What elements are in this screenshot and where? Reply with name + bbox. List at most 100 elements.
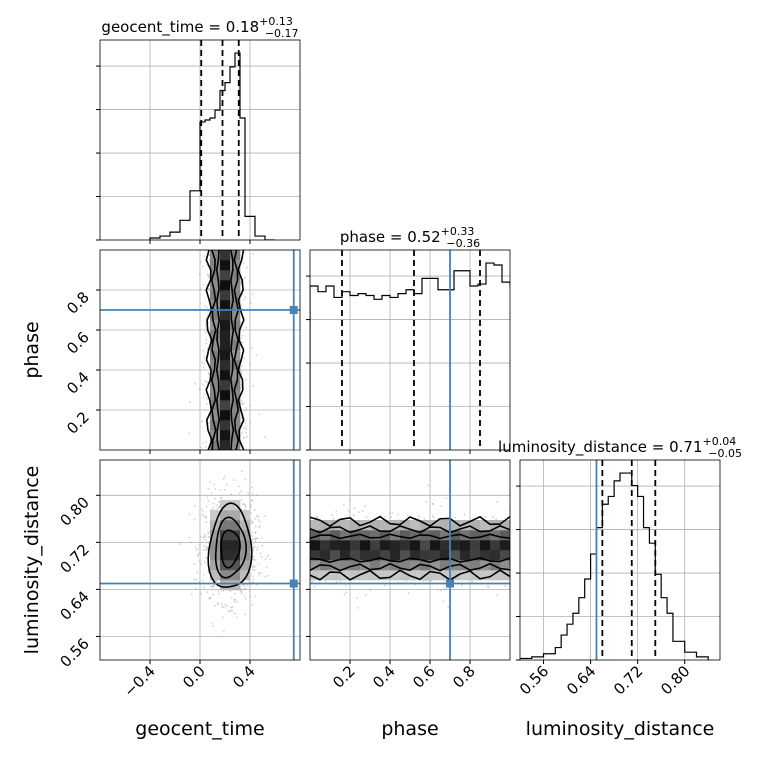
density-cell-p3-11-11 [420, 540, 431, 551]
scatter-point-p2-327 [222, 630, 225, 633]
density-cell-p3-5-8 [360, 570, 371, 581]
scatter-point-p2-870 [202, 573, 205, 576]
density-cell-p3-10-8 [410, 570, 421, 581]
scatter-point-p3-320 [422, 580, 425, 582]
density-cell-p1-12-2 [220, 420, 231, 431]
density-cell-p1-12-0 [220, 440, 231, 450]
scatter-point-p2-846 [205, 548, 207, 551]
scatter-point-p2-697 [250, 506, 252, 508]
ticks-phase-hist [306, 275, 471, 454]
scatter-point-p2-715 [240, 592, 243, 595]
density-cell-p2-12-14 [220, 510, 231, 521]
scatter-point-p3-94 [432, 515, 434, 517]
scatter-point-p2-511 [255, 537, 258, 540]
scatter-point-p1-708 [249, 404, 251, 407]
density-cell-p3-17-11 [480, 540, 491, 551]
density-cell-p3-4-11 [350, 540, 361, 551]
density-cell-p3-0-9 [310, 560, 321, 571]
scatter-point-p2-714 [233, 599, 236, 601]
scatter-point-p1-159 [250, 346, 253, 349]
scatter-point-p1-365 [203, 356, 206, 359]
scatter-point-p2-882 [256, 494, 258, 496]
scatter-point-p2-412 [252, 568, 255, 571]
scatter-point-p3-883 [443, 588, 445, 590]
scatter-point-p2-145 [240, 589, 242, 592]
density-cell-p3-5-11 [360, 540, 371, 551]
contour-p1-2-0 [215, 250, 221, 450]
scatter-point-p2-860 [254, 538, 256, 541]
density-cell-p3-0-13 [310, 520, 321, 531]
tick-label-x-luminosity-distance-0: 0.56 [516, 662, 552, 698]
scatter-point-p1-506 [206, 273, 209, 276]
scatter-point-p2-674 [259, 552, 262, 555]
scatter-point-p3-638 [331, 513, 333, 516]
scatter-point-p1-34 [245, 431, 248, 434]
density-cell-p3-9-12 [400, 530, 411, 541]
scatter-point-p1-332 [241, 334, 244, 337]
scatter-point-p2-890 [204, 535, 207, 538]
histogram-geocent-time [149, 52, 275, 240]
scatter-point-p2-341 [252, 538, 254, 541]
contour-p3-1-0 [310, 562, 510, 572]
contour-p1-1-1 [233, 250, 240, 450]
density-cell-p3-12-11 [430, 540, 441, 551]
density-cell-p1-11-6 [210, 380, 221, 391]
scatter-point-p2-191 [216, 504, 218, 507]
density-cell-p1-12-15 [220, 290, 231, 301]
title-geocent-time-name: geocent_time [101, 18, 203, 37]
density-cell-p3-19-12 [500, 530, 510, 541]
scatter-point-p3-238 [496, 594, 499, 596]
scatter-point-p2-84 [256, 537, 259, 540]
scatter-point-p2-473 [196, 553, 199, 556]
scatter-point-p2-200 [219, 496, 222, 499]
scatter-point-p3-715 [427, 484, 430, 487]
panel-phase-vs-luminosity-distance [306, 459, 511, 664]
scatter-point-p2-871 [264, 558, 267, 561]
scatter-point-p2-364 [199, 560, 201, 563]
scatter-point-p2-86 [250, 499, 253, 502]
scatter-point-p2-314 [231, 610, 233, 613]
scatter-point-p2-394 [190, 593, 193, 596]
density-cell-p3-4-13 [350, 520, 361, 531]
scatter-point-p2-295 [258, 574, 260, 577]
scatter-point-p1-757 [243, 357, 246, 360]
tick-label-y-luminosity-distance-1: 0.64 [56, 588, 92, 624]
density-cell-p3-8-13 [390, 520, 401, 531]
scatter-point-p2-764 [253, 508, 256, 511]
density-cell-p2-13-13 [230, 520, 241, 531]
scatter-point-p2-281 [239, 589, 242, 592]
density-cell-p2-11-12 [210, 530, 221, 541]
scatter-point-p3-381 [440, 505, 442, 508]
panel-hist-geocent-time: geocent_time = 0.18+0.13 −0.17 [96, 15, 301, 244]
scatter-point-p1-212 [201, 361, 204, 364]
scatter-point-p1-582 [249, 302, 252, 305]
scatter-point-p3-397 [315, 516, 317, 519]
scatter-point-p2-584 [223, 475, 226, 478]
scatter-point-p1-246 [201, 442, 204, 445]
tick-labels: −0.4 0.0 0.4 0.2 0.4 0.6 0.8 0.56 0.64 0.72 0.80 0.… [56, 288, 693, 700]
scatter-point-p3-280 [332, 517, 335, 520]
contour-p2-2 [220, 529, 241, 569]
scatter-point-p2-692 [254, 525, 257, 528]
density-cell-p1-13-1 [230, 430, 241, 441]
scatter-point-p2-122 [239, 587, 242, 590]
density-cell-p1-12-12 [220, 320, 231, 331]
tick-label-y-luminosity-distance-2: 0.72 [56, 540, 92, 576]
scatter-point-p3-71 [324, 580, 327, 583]
tick-label-x-phase-3: 0.8 [449, 662, 479, 692]
tick-label-x-luminosity-distance-3: 0.80 [657, 662, 693, 698]
scatter-point-p2-740 [211, 585, 213, 588]
scatter-point-p1-430 [244, 296, 247, 299]
density-cell-p3-0-12 [310, 530, 321, 541]
scatter-point-p1-223 [244, 422, 247, 424]
density-geocent-time-phase [188, 250, 266, 450]
scatter-point-p2-386 [210, 492, 213, 494]
scatter-point-p2-772 [257, 515, 260, 518]
grid-ld-hist [520, 460, 720, 660]
scatter-point-p2-603 [203, 533, 206, 536]
scatter-point-p2-845 [266, 574, 269, 577]
scatter-point-p3-405 [445, 588, 447, 590]
scatter-point-p2-531 [265, 566, 268, 569]
quantile-lines-phase [341, 250, 481, 450]
scatter-point-p2-716 [258, 524, 261, 527]
